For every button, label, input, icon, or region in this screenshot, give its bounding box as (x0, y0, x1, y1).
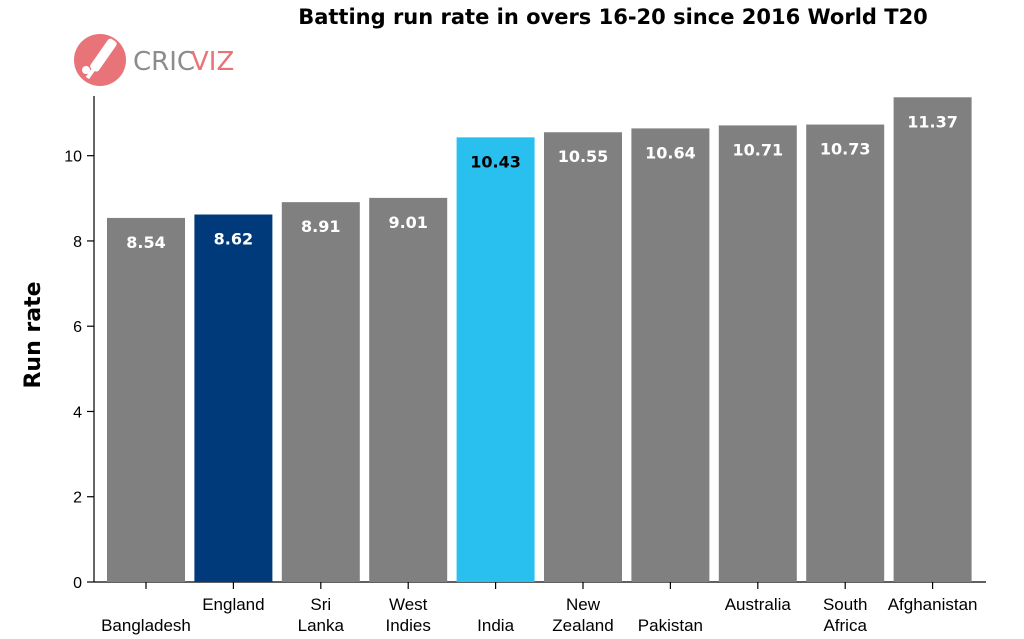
x-category-label: Australia (725, 595, 792, 614)
bar (369, 197, 448, 583)
x-category-label: India (477, 616, 514, 635)
bar (806, 124, 885, 582)
y-tick-label: 4 (73, 404, 82, 421)
y-tick-label: 2 (73, 490, 82, 507)
bar-value-label: 10.55 (558, 147, 609, 166)
category-labels: Bangladesh England Sri Lanka West Indies India… (101, 595, 977, 635)
bar (718, 125, 797, 583)
x-category-label: Pakistan (638, 616, 703, 635)
x-category-label: Afghanistan (888, 595, 978, 614)
x-category-label: South (823, 595, 867, 614)
bar-value-label: 11.37 (907, 112, 958, 131)
bar-value-label: 8.62 (214, 230, 253, 249)
x-axis-ticks (145, 582, 934, 589)
bar-value-label: 10.64 (645, 143, 696, 162)
bar-value-label: 10.71 (732, 140, 783, 159)
logo-text-viz: VIZ (191, 47, 234, 77)
chart-title: Batting run rate in overs 16-20 since 20… (298, 5, 928, 29)
x-category-label: Bangladesh (101, 616, 191, 635)
y-tick-label: 8 (73, 234, 82, 251)
bars (107, 97, 972, 583)
bar (194, 214, 273, 582)
y-tick-label: 0 (73, 575, 82, 592)
bar-value-label: 8.91 (301, 217, 340, 236)
bar-value-label: 8.54 (126, 233, 165, 252)
value-labels: 8.54 8.62 8.91 9.01 10.43 10.55 10.64 10.71 10.7… (126, 112, 958, 252)
x-category-label: Zealand (552, 616, 613, 635)
bar (107, 217, 185, 582)
y-tick-label: 6 (73, 319, 82, 336)
bar (544, 132, 622, 582)
logo-text-cric: CRIC (133, 47, 195, 77)
x-category-label: England (202, 595, 264, 614)
cricket-bat-ball-icon (74, 34, 126, 86)
bar (631, 128, 710, 582)
bar (456, 137, 535, 582)
x-category-label: Africa (823, 616, 867, 635)
bar-value-label: 10.73 (820, 140, 871, 159)
bar (281, 202, 360, 582)
x-category-label: Indies (386, 616, 431, 635)
x-category-label: Sri (310, 595, 331, 614)
cricviz-logo: CRIC VIZ (74, 34, 234, 86)
y-tick-label: 10 (64, 149, 82, 166)
bar (893, 97, 972, 583)
x-category-label: New (566, 595, 601, 614)
bar-value-label: 10.43 (470, 152, 521, 171)
bar-value-label: 9.01 (388, 213, 427, 232)
x-category-label: Lanka (298, 616, 345, 635)
x-category-label: West (389, 595, 428, 614)
y-axis-label: Run rate (21, 281, 46, 388)
y-axis-ticks: 0 2 4 6 8 10 (64, 149, 94, 592)
